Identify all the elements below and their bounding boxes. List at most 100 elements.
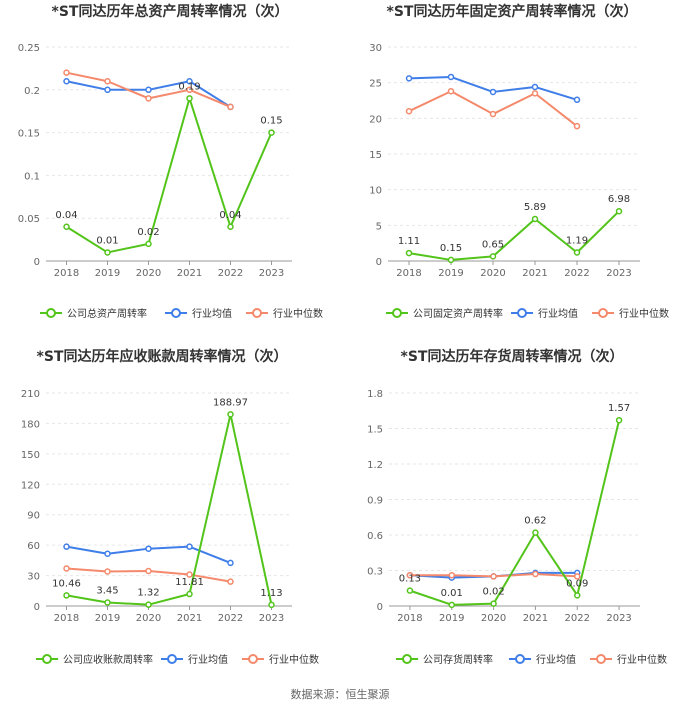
legend-marker — [171, 308, 181, 318]
x-tick-label: 2019 — [439, 613, 464, 624]
data-label: 188.97 — [213, 397, 248, 408]
legend-item-1[interactable]: 公司存货周转率 — [396, 653, 493, 666]
data-point — [145, 545, 152, 552]
y-tick-label: 0.05 — [18, 214, 40, 225]
legend-label: 行业中位数 — [273, 307, 323, 320]
y-tick-label: 1.8 — [367, 389, 383, 400]
data-label: 0.02 — [482, 587, 504, 598]
series-line-1 — [65, 97, 273, 254]
data-point — [615, 416, 623, 424]
legend-item-1[interactable]: 公司总资产周转率 — [40, 307, 147, 320]
legend-label: 行业均值 — [536, 653, 576, 666]
data-source-note: 数据来源：恒生聚源 — [290, 688, 390, 701]
legend-marker — [248, 654, 258, 664]
y-tick-label: 60 — [27, 541, 40, 552]
legend-label: 行业均值 — [192, 307, 232, 320]
legend-item-3[interactable]: 行业中位数 — [242, 653, 319, 666]
data-point — [447, 73, 455, 81]
legend-item-2[interactable]: 行业均值 — [165, 307, 232, 320]
x-tick-label: 2023 — [259, 268, 284, 279]
data-point — [104, 599, 111, 606]
chart-panel-2: *ST同达历年固定资产周转率情况（次） 0 5 10 15 20 25 30 2018 2019 2… — [369, 3, 669, 320]
legend-label: 公司存货周转率 — [423, 653, 493, 666]
legend-item-2[interactable]: 行业均值 — [161, 653, 228, 666]
legend-marker — [252, 308, 262, 318]
x-tick-label: 2019 — [95, 268, 120, 279]
y-tick-label: 20 — [369, 114, 382, 125]
data-point — [448, 601, 455, 609]
data-point — [573, 96, 581, 104]
y-tick-label: 90 — [27, 511, 40, 522]
legend-item-1[interactable]: 公司固定资产周转率 — [386, 307, 503, 320]
data-point — [405, 107, 413, 115]
data-point — [186, 86, 193, 94]
data-label: 0.01 — [441, 588, 463, 599]
legend-item-3[interactable]: 行业中位数 — [246, 307, 323, 320]
y-tick-label: 180 — [21, 419, 40, 430]
data-point — [490, 600, 497, 607]
data-point — [63, 592, 70, 599]
y-tick-label: 1.5 — [367, 425, 383, 436]
x-tick-label: 2018 — [54, 613, 79, 624]
x-tick-label: 2020 — [480, 268, 505, 279]
y-tick-label: 0.1 — [24, 171, 40, 182]
data-point — [63, 77, 70, 85]
data-point — [104, 249, 111, 256]
chart-title: *ST同达历年存货周转率情况（次） — [401, 348, 624, 365]
data-point — [63, 543, 70, 550]
series-line-3 — [408, 90, 578, 127]
data-point — [186, 543, 193, 550]
y-tick-label: 5 — [376, 221, 382, 232]
legend-marker — [46, 308, 56, 318]
data-point — [532, 570, 539, 578]
legend-item-2[interactable]: 行业均值 — [511, 307, 578, 320]
chart-title: *ST同达历年应收账款周转率情况（次） — [37, 348, 288, 365]
data-point — [532, 529, 539, 536]
data-point — [489, 88, 497, 96]
legend-item-1[interactable]: 公司应收账款周转率 — [36, 653, 153, 666]
data-label: 1.11 — [398, 236, 420, 247]
x-tick-label: 2021 — [177, 268, 202, 279]
y-tick-label: 0.6 — [367, 531, 383, 542]
x-tick-label: 2021 — [522, 268, 547, 279]
data-point — [227, 559, 234, 567]
data-point — [405, 249, 413, 257]
x-tick-label: 2018 — [396, 268, 421, 279]
y-tick-label: 210 — [21, 389, 40, 400]
legend-item-2[interactable]: 行业均值 — [509, 653, 576, 666]
y-tick-label: 25 — [369, 79, 382, 90]
data-label: 0.15 — [440, 243, 462, 254]
data-point — [490, 573, 497, 580]
data-point — [227, 578, 234, 585]
legend-marker — [515, 654, 525, 664]
legend-label: 行业中位数 — [617, 653, 667, 666]
legend: 公司存货周转率 行业均值 行业中位数 — [396, 653, 667, 666]
y-tick-label: 15 — [369, 150, 382, 161]
x-tick-label: 2019 — [438, 268, 463, 279]
data-point — [145, 567, 152, 575]
data-label: 0.65 — [482, 239, 504, 250]
y-tick-label: 0 — [34, 257, 40, 268]
x-tick-label: 2020 — [136, 268, 161, 279]
x-tick-label: 2023 — [606, 268, 631, 279]
chart-panel-4: *ST同达历年存货周转率情况（次） 0 0.3 0.6 0.9 1.2 1.5 1.8 2018… — [367, 348, 667, 666]
legend-item-3[interactable]: 行业中位数 — [590, 653, 667, 666]
legend-item-3[interactable]: 行业中位数 — [592, 307, 669, 320]
data-point — [574, 592, 581, 599]
data-label: 0.09 — [566, 578, 588, 589]
x-tick-label: 2019 — [95, 613, 120, 624]
y-tick-label: 0 — [34, 602, 40, 613]
x-tick-label: 2021 — [177, 613, 202, 624]
chart-title: *ST同达历年总资产周转率情况（次） — [52, 3, 289, 20]
x-tick-label: 2022 — [218, 268, 243, 279]
data-point — [186, 77, 193, 85]
legend-label: 公司固定资产周转率 — [413, 307, 503, 320]
legend-marker — [596, 654, 606, 664]
data-label: 0.15 — [260, 116, 282, 127]
series-line-1 — [66, 413, 273, 606]
y-tick-label: 0.15 — [18, 129, 40, 140]
data-label: 1.13 — [260, 588, 282, 599]
data-point — [104, 568, 111, 575]
series-line-2 — [408, 75, 578, 101]
